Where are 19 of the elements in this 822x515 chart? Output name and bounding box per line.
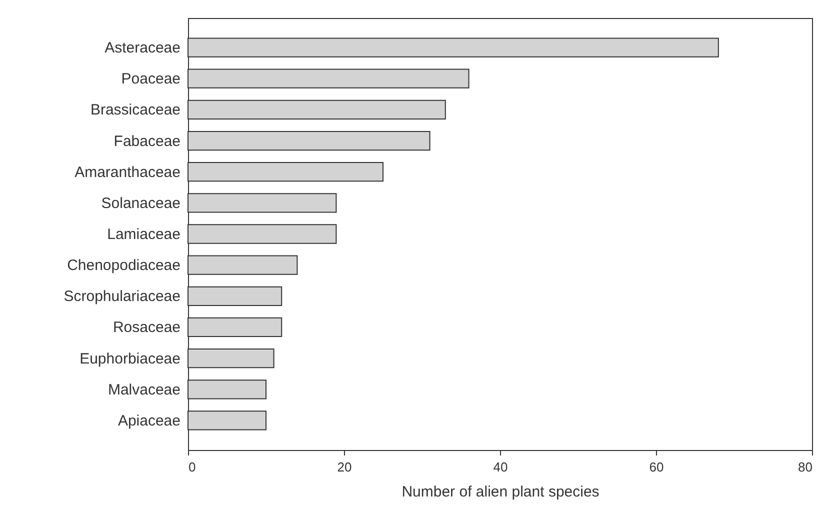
y-tick-label: Poaceae [121, 70, 180, 88]
x-tick-label: 40 [493, 460, 508, 474]
x-tick-label: 20 [337, 460, 352, 474]
y-tick-label: Apiaceae [118, 412, 180, 430]
y-tick-label: Euphorbiaceae [80, 350, 180, 368]
x-tick-label: 60 [649, 460, 664, 474]
y-tick-label: Malvaceae [108, 381, 180, 398]
y-tick-label: Rosaceae [112, 319, 180, 336]
y-tick-label: Scrophulariaceae [64, 288, 180, 306]
x-axis-title: Number of alien plant species [402, 484, 600, 500]
x-tick-label: 80 [798, 460, 812, 474]
y-tick-label: Brassicaceae [90, 102, 180, 119]
y-tick-label: Solanaceae [101, 194, 180, 212]
x-tick-label: 0 [188, 460, 196, 474]
y-tick-label: Lamiaceae [107, 226, 180, 243]
y-tick-label: Asteraceae [104, 40, 180, 57]
y-tick-label: Fabaceae [114, 132, 180, 150]
y-tick-label: Chenopodiaceae [67, 257, 180, 274]
y-tick-label: Amaranthaceae [74, 164, 180, 181]
